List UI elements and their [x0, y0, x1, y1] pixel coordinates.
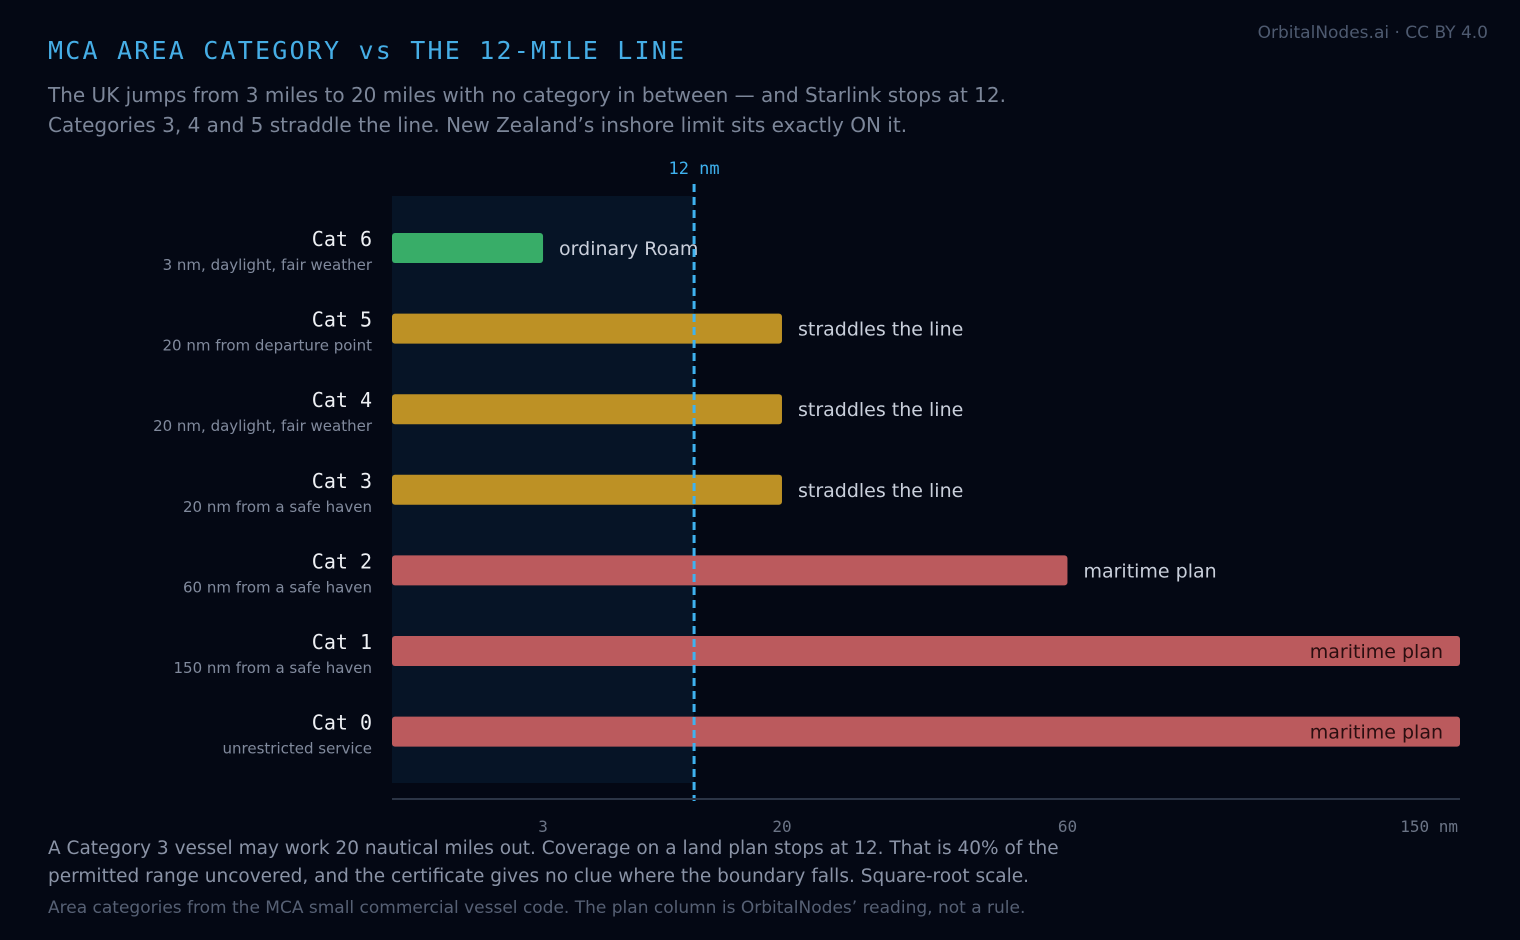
category-description: 60 nm from a safe haven	[183, 578, 372, 596]
bar-label: straddles the line	[798, 319, 963, 341]
x-tick-label: 60	[1058, 817, 1077, 836]
bar-label: maritime plan	[1310, 641, 1443, 663]
bar	[392, 636, 1460, 666]
category-description: 20 nm from a safe haven	[183, 498, 372, 516]
category-label: Cat 2	[312, 549, 372, 573]
subtitle-line-2: Categories 3, 4 and 5 straddle the line.…	[48, 113, 908, 137]
source-note: Area categories from the MCA small comme…	[48, 898, 1026, 918]
category-label: Cat 3	[312, 469, 372, 493]
footer-line-2: permitted range uncovered, and the certi…	[48, 866, 1030, 887]
bar-label: maritime plan	[1083, 560, 1216, 582]
category-description: 20 nm from departure point	[162, 337, 372, 355]
category-label: Cat 1	[312, 630, 372, 654]
subtitle-line-1: The UK jumps from 3 miles to 20 miles wi…	[48, 83, 1006, 107]
bar	[392, 394, 782, 425]
bar	[392, 474, 782, 505]
bar	[392, 555, 1068, 586]
category-description: 150 nm from a safe haven	[173, 659, 372, 677]
bar-label: maritime plan	[1310, 722, 1443, 744]
bar-label: ordinary Roam	[559, 238, 698, 260]
reference-line-label: 12 nm	[668, 159, 719, 179]
bar	[392, 233, 544, 263]
chart-title: MCA AREA CATEGORY vs THE 12-MILE LINE	[48, 36, 687, 65]
x-tick-label: 20	[772, 817, 791, 836]
category-description: 3 nm, daylight, fair weather	[163, 256, 373, 274]
category-label: Cat 5	[312, 308, 372, 332]
x-tick-label: 150 nm	[1400, 817, 1458, 836]
bar	[392, 313, 782, 344]
bar-label: straddles the line	[798, 399, 963, 421]
category-description: unrestricted service	[223, 740, 373, 758]
category-label: Cat 4	[312, 388, 372, 412]
bar-label: straddles the line	[798, 480, 963, 502]
credit-text: OrbitalNodes.ai · CC BY 4.0	[1257, 23, 1488, 43]
footer-line-1: A Category 3 vessel may work 20 nautical…	[48, 838, 1059, 859]
category-label: Cat 6	[312, 227, 372, 251]
x-tick-label: 3	[538, 817, 548, 836]
category-description: 20 nm, daylight, fair weather	[153, 417, 373, 435]
category-label: Cat 0	[312, 711, 372, 735]
bar	[392, 716, 1460, 747]
